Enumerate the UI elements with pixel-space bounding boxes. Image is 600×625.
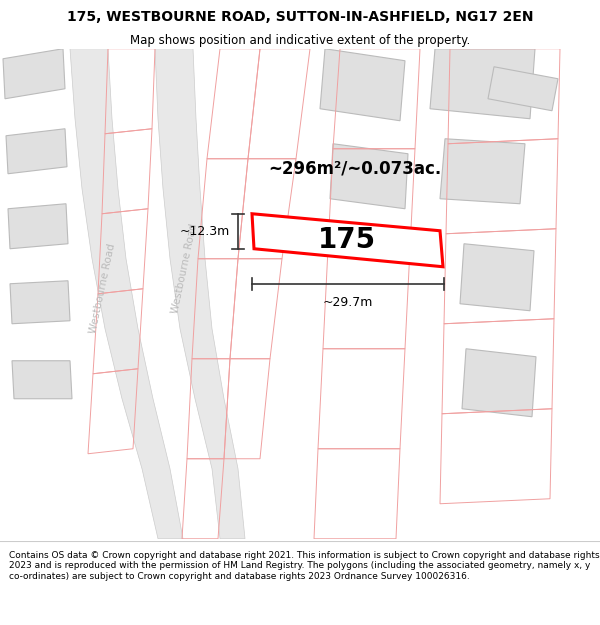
Polygon shape [10,281,70,324]
Polygon shape [430,49,535,119]
Polygon shape [155,49,245,539]
Text: ~29.7m: ~29.7m [323,296,373,309]
Polygon shape [6,129,67,174]
Text: Westbourne Road: Westbourne Road [89,243,118,334]
Text: Map shows position and indicative extent of the property.: Map shows position and indicative extent… [130,34,470,47]
Polygon shape [460,244,534,311]
Polygon shape [462,349,536,417]
Text: Westbourne Road: Westbourne Road [170,223,199,314]
Polygon shape [330,144,408,209]
Text: 175: 175 [318,226,376,254]
Polygon shape [320,49,405,121]
Text: ~296m²/~0.073ac.: ~296m²/~0.073ac. [268,160,441,177]
Polygon shape [488,67,558,111]
Text: Contains OS data © Crown copyright and database right 2021. This information is : Contains OS data © Crown copyright and d… [9,551,599,581]
Polygon shape [12,361,72,399]
Text: 175, WESTBOURNE ROAD, SUTTON-IN-ASHFIELD, NG17 2EN: 175, WESTBOURNE ROAD, SUTTON-IN-ASHFIELD… [67,10,533,24]
Polygon shape [252,214,443,267]
Polygon shape [440,139,525,204]
Polygon shape [3,49,65,99]
Text: ~12.3m: ~12.3m [180,225,230,238]
Polygon shape [70,49,183,539]
Polygon shape [8,204,68,249]
